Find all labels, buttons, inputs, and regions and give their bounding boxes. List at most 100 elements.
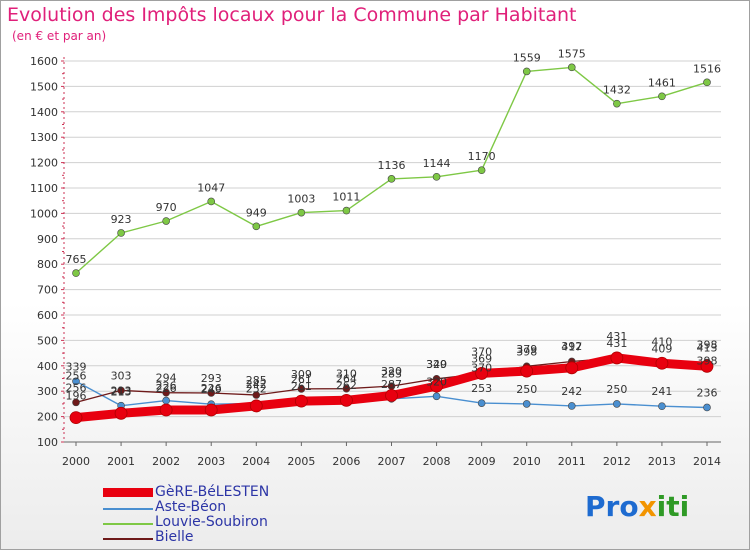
data-label: 949 <box>246 206 267 219</box>
data-point <box>252 222 261 231</box>
x-tick-label: 2005 <box>287 455 315 468</box>
data-label: 287 <box>381 378 402 391</box>
legend-label: Aste-Béon <box>155 499 227 515</box>
data-point <box>114 406 128 420</box>
data-point <box>522 400 531 408</box>
data-label: 320 <box>426 375 447 388</box>
x-tick-label: 2008 <box>423 455 451 468</box>
data-point <box>477 166 486 175</box>
data-label: 1047 <box>197 181 225 194</box>
data-point <box>432 392 441 401</box>
x-tick-label: 2012 <box>603 455 631 468</box>
data-point <box>613 400 621 408</box>
data-label: 370 <box>471 345 492 358</box>
data-point <box>387 175 396 183</box>
x-tick-label: 2013 <box>648 455 676 468</box>
x-tick-label: 2004 <box>242 455 270 468</box>
data-point <box>432 173 441 181</box>
chart-title: Evolution des Impôts locaux pour la Comm… <box>7 4 577 26</box>
data-point <box>162 396 170 405</box>
data-label: 417 <box>561 340 582 353</box>
data-point <box>477 399 486 407</box>
chart-subtitle: (en € et par an) <box>12 29 107 43</box>
data-point <box>520 364 534 378</box>
data-label: 293 <box>201 372 222 385</box>
data-label: 236 <box>697 386 718 399</box>
data-point <box>658 402 666 410</box>
data-label: 294 <box>156 372 177 385</box>
legend-label: GèRE-BéLESTEN <box>155 484 270 500</box>
data-label: 392 <box>561 340 582 353</box>
data-label: 413 <box>697 341 718 354</box>
y-tick-label: 400 <box>37 360 58 373</box>
data-label: 410 <box>651 335 672 348</box>
data-label: 398 <box>516 345 537 358</box>
data-point <box>522 67 531 76</box>
y-tick-label: 1500 <box>30 80 58 93</box>
data-label: 242 <box>561 385 582 398</box>
data-label: 226 <box>156 380 177 393</box>
data-point <box>567 402 576 410</box>
data-label: 1461 <box>648 76 676 89</box>
y-tick-label: 500 <box>37 334 58 347</box>
data-label: 1144 <box>423 157 451 170</box>
x-tick-label: 2011 <box>558 455 586 468</box>
data-point <box>207 389 216 397</box>
data-label: 370 <box>471 362 492 375</box>
data-point <box>249 399 263 413</box>
data-label: 1432 <box>603 84 631 97</box>
data-label: 226 <box>201 382 222 395</box>
data-point <box>613 99 621 108</box>
data-point <box>703 403 711 412</box>
data-label: 310 <box>336 368 357 381</box>
data-point <box>72 269 80 277</box>
x-tick-label: 2010 <box>513 455 541 468</box>
data-label: 1575 <box>558 47 586 60</box>
data-point <box>565 361 579 375</box>
data-point <box>567 63 576 72</box>
data-label: 431 <box>606 330 627 343</box>
legend-swatch-bielle <box>103 538 153 540</box>
data-point <box>159 403 173 417</box>
data-label: 970 <box>156 201 177 214</box>
y-tick-label: 1200 <box>30 157 58 170</box>
data-label: 409 <box>651 343 672 356</box>
y-tick-label: 1300 <box>30 131 58 144</box>
x-tick-label: 2006 <box>332 455 360 468</box>
data-label: 261 <box>291 373 312 386</box>
data-point <box>475 367 489 380</box>
data-label: 923 <box>111 213 132 226</box>
data-label: 256 <box>66 369 87 382</box>
data-label: 765 <box>66 253 87 266</box>
legend-swatch-aste-beon <box>103 508 153 510</box>
legend-label: Louvie-Soubiron <box>155 514 268 530</box>
data-label: 285 <box>246 374 267 387</box>
data-label: 249 <box>201 383 222 396</box>
data-point <box>340 393 353 407</box>
data-point <box>294 394 308 408</box>
data-point <box>297 385 306 393</box>
x-tick-label: 2003 <box>197 455 225 468</box>
data-label: 379 <box>516 343 537 356</box>
data-label: 252 <box>246 382 267 395</box>
data-point <box>297 208 306 217</box>
data-label: 431 <box>606 337 627 350</box>
data-point <box>69 411 83 425</box>
data-label: 398 <box>697 354 718 367</box>
data-point <box>703 78 711 87</box>
data-label: 213 <box>111 385 132 398</box>
y-tick-label: 1400 <box>30 106 58 119</box>
data-label: 1516 <box>693 62 721 75</box>
data-label: 1136 <box>378 159 406 172</box>
x-tick-label: 2001 <box>107 455 135 468</box>
data-label: 262 <box>336 379 357 392</box>
data-point <box>117 386 125 395</box>
data-point <box>430 379 443 393</box>
proxiti-logo: Proxiti <box>585 490 690 523</box>
y-tick-label: 900 <box>37 233 58 246</box>
data-label: 1559 <box>513 51 541 64</box>
x-tick-label: 2009 <box>468 455 496 468</box>
y-tick-label: 1100 <box>30 182 58 195</box>
